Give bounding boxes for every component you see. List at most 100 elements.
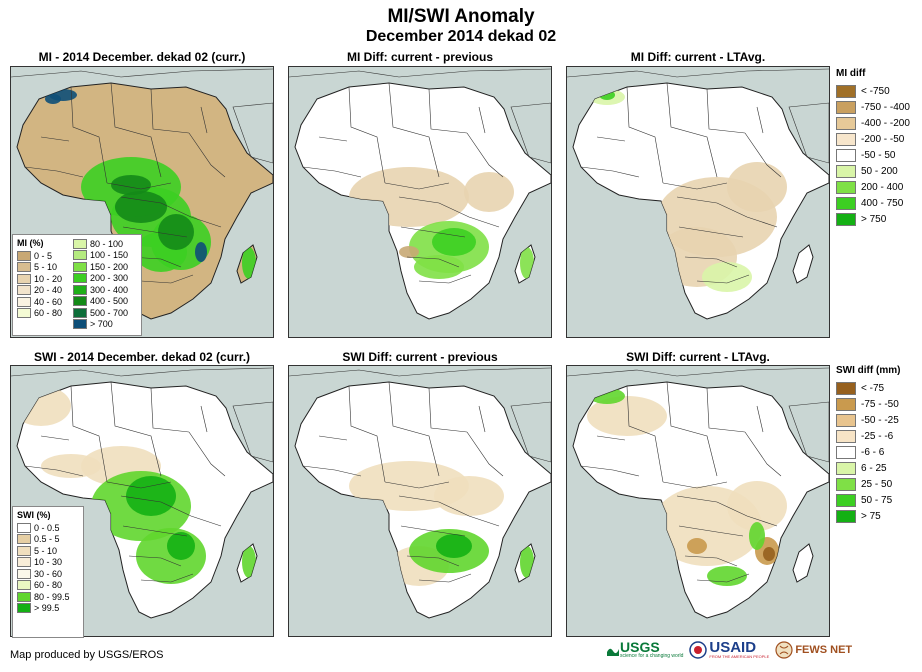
country-border	[398, 495, 500, 527]
data-layer	[587, 388, 787, 586]
mi-legend-item: 400 - 500	[73, 296, 135, 308]
country-border	[384, 182, 450, 190]
mi-diff-legend-label: 200 - 400	[861, 181, 904, 193]
usgs-text: USGS	[620, 639, 660, 655]
data-patch	[749, 522, 765, 550]
country-border	[140, 573, 194, 583]
data-patch	[763, 547, 775, 561]
data-patch	[727, 162, 787, 212]
swi-diff-legend-label: -50 - -25	[861, 414, 899, 426]
mi-diff-legend-swatch	[836, 116, 856, 130]
swi-diff-legend-item: < -75	[836, 380, 920, 396]
swi-legend-item: 60 - 80	[17, 580, 79, 592]
country-border	[200, 106, 208, 134]
data-patch	[158, 214, 194, 250]
mi-legend-swatch	[73, 284, 87, 295]
swi-legend-label: > 99.5	[34, 603, 60, 614]
country-border	[580, 166, 640, 178]
country-border	[678, 226, 744, 238]
country-border	[106, 182, 172, 190]
swi-diff-legend-swatch	[836, 461, 856, 475]
mi-diff-legend-swatch	[836, 100, 856, 114]
map-mi-previous	[288, 66, 552, 338]
swi-diff-legend-item: -6 - 6	[836, 444, 920, 460]
swi-diff-legend-swatch	[836, 445, 856, 459]
mi-legend-title: MI (%)	[17, 238, 44, 248]
africa-map	[11, 367, 273, 619]
country-border	[150, 88, 190, 134]
mi-legend-label: 40 - 60	[34, 296, 63, 307]
country-border	[466, 431, 504, 477]
data-patch	[242, 546, 256, 578]
mi-diff-legend-item: > 750	[836, 211, 920, 227]
data-patch	[115, 191, 167, 223]
mi-legend-label: 0 - 5	[34, 250, 53, 261]
data-patch	[589, 388, 625, 404]
swi-legend-swatch	[17, 568, 31, 579]
mi-legend-swatch	[17, 285, 31, 296]
data-patch	[464, 172, 514, 212]
panel-title-swi-ltavg: SWI Diff: current - LTAvg.	[626, 350, 770, 364]
country-border	[428, 387, 468, 433]
swi-legend-label: 10 - 30	[34, 557, 63, 568]
mi-legend-swatch	[17, 273, 31, 284]
swi-legend-label: 80 - 99.5	[34, 591, 70, 602]
footer-credit: Map produced by USGS/EROS	[10, 649, 164, 661]
country-border	[400, 525, 466, 537]
mi-diff-legend-swatch	[836, 212, 856, 226]
country-border	[684, 256, 738, 268]
africa-map	[567, 367, 829, 619]
panel-title-swi-current: SWI - 2014 December. dekad 02 (curr.)	[33, 350, 251, 364]
neighbor-outline	[232, 102, 273, 164]
swi-diff-legend-label: 25 - 50	[861, 478, 893, 490]
country-border	[120, 196, 222, 228]
page-subtitle: December 2014 dekad 02	[365, 28, 557, 45]
swi-diff-legend-swatch	[836, 477, 856, 491]
mi-diff-legend-item: 50 - 200	[836, 163, 920, 179]
country-border	[678, 525, 744, 537]
country-border	[626, 86, 664, 184]
swi-diff-legend-title: SWI diff (mm)	[836, 365, 901, 376]
swi-diff-legend-swatch	[836, 413, 856, 427]
mi-diff-legend-label: -200 - -50	[861, 133, 905, 145]
mi-diff-legend-label: 50 - 200	[861, 165, 898, 177]
mi-legend-item: 200 - 300	[73, 273, 135, 285]
country-border	[418, 573, 472, 583]
africa-map	[289, 367, 551, 619]
neighbor-outline	[232, 401, 273, 463]
africa-map	[289, 68, 551, 320]
map-mi-current	[10, 66, 274, 338]
map-swi-ltavg	[566, 365, 830, 637]
country-border	[70, 385, 108, 483]
country-border	[40, 136, 70, 142]
swi-legend-item: > 99.5	[17, 603, 79, 615]
data-patch	[434, 476, 504, 516]
mi-diff-legend-item: -400 - -200	[836, 115, 920, 131]
country-border	[662, 481, 728, 489]
swi-diff-legend-label: > 75	[861, 510, 881, 522]
swi-legend-label: 0.5 - 5	[34, 534, 60, 545]
mi-legend-label: 80 - 100	[90, 238, 124, 249]
data-patch	[520, 247, 534, 279]
mi-legend-item: 300 - 400	[73, 284, 135, 296]
data-patch	[45, 94, 61, 104]
country-border	[406, 555, 460, 567]
swi-diff-legend-swatch	[836, 429, 856, 443]
neighbor-outline	[289, 367, 551, 377]
country-border	[478, 106, 486, 134]
mi-legend-swatch	[17, 308, 31, 319]
mi-legend-item: 20 - 40	[17, 285, 73, 297]
data-patch	[242, 247, 256, 279]
mi-diff-legend-item: -50 - 50	[836, 147, 920, 163]
panel-title-swi-previous: SWI Diff: current - previous	[342, 350, 498, 364]
country-border	[626, 385, 664, 483]
mi-legend-item: 500 - 700	[73, 307, 135, 319]
country-border	[744, 132, 782, 178]
mi-diff-legend-swatch	[836, 196, 856, 210]
africa-map	[567, 68, 829, 320]
data-layer	[589, 89, 787, 292]
mi-legend-swatch	[17, 250, 31, 261]
mi-legend-label: 60 - 80	[34, 308, 63, 319]
country-border	[756, 106, 764, 134]
